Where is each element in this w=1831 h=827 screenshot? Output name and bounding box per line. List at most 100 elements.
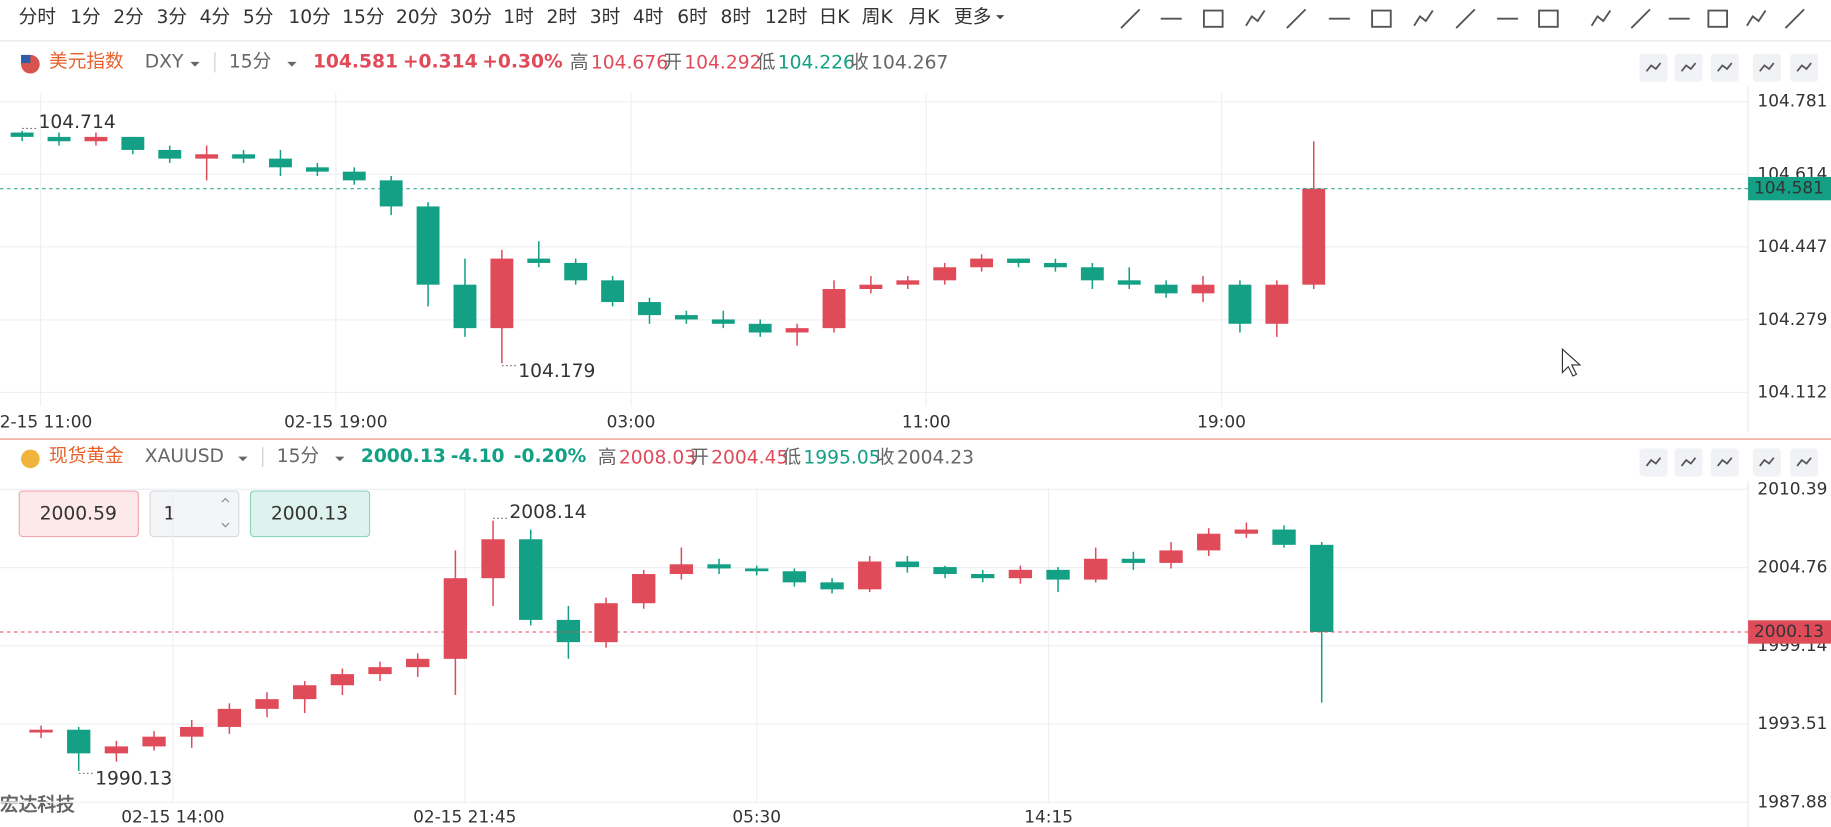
- tool-icon[interactable]: [1707, 9, 1729, 28]
- panel-button-icon[interactable]: [1680, 62, 1697, 72]
- tool-icon[interactable]: [1371, 9, 1392, 28]
- caret[interactable]: [287, 61, 297, 67]
- last-price-label: 2000.13: [1754, 621, 1824, 641]
- sell-button[interactable]: [18, 490, 139, 538]
- candle-body: [232, 154, 255, 159]
- caret[interactable]: [996, 15, 1005, 20]
- tool-icon[interactable]: [1245, 9, 1266, 27]
- candle-body: [1084, 558, 1108, 580]
- period-tab[interactable]: 12时: [765, 7, 807, 28]
- open: 104.292: [684, 53, 761, 74]
- x-tick-label: 19:00: [1197, 412, 1246, 432]
- period[interactable]: 15分: [277, 446, 319, 467]
- candle-body: [1080, 267, 1104, 281]
- tool-icon[interactable]: [1630, 8, 1651, 29]
- candle-body: [481, 539, 505, 579]
- close-label: 收: [876, 447, 895, 468]
- panel-button-icon[interactable]: [1680, 457, 1697, 467]
- period-tab[interactable]: 5分: [243, 7, 274, 28]
- ask-price[interactable]: 2000.13: [271, 503, 348, 524]
- candle-body: [527, 258, 551, 263]
- panel-button-icon[interactable]: [1759, 62, 1775, 72]
- period-tab[interactable]: 30分: [450, 7, 492, 28]
- caret[interactable]: [190, 61, 200, 67]
- instrument-name[interactable]: 现货黄金: [49, 446, 124, 467]
- period-tab[interactable]: 15分: [342, 7, 384, 28]
- candle-body: [342, 171, 366, 181]
- high: 2008.03: [619, 447, 696, 468]
- period-tab[interactable]: 分时: [19, 7, 56, 28]
- candle-body: [1197, 533, 1221, 551]
- candle-body: [564, 262, 588, 281]
- y-tick-label: 104.447: [1757, 236, 1827, 256]
- y-tick-label: 104.112: [1757, 381, 1827, 401]
- candle-body: [217, 708, 242, 727]
- tool-icon[interactable]: [1455, 8, 1476, 29]
- period[interactable]: 15分: [229, 51, 271, 72]
- period-tab[interactable]: 10分: [288, 7, 330, 28]
- panel-button-icon[interactable]: [1796, 457, 1812, 467]
- candle-body: [858, 561, 882, 590]
- period-tab[interactable]: 3时: [590, 7, 621, 28]
- caret[interactable]: [335, 456, 345, 462]
- candle-body: [601, 280, 625, 303]
- period-tab[interactable]: 4时: [633, 7, 664, 28]
- bid-price[interactable]: 2000.59: [40, 503, 117, 524]
- candle-body: [674, 315, 698, 320]
- candle-body: [1191, 284, 1215, 294]
- candle-body: [10, 132, 34, 137]
- period-tab[interactable]: 8时: [720, 7, 751, 28]
- candle-body: [67, 729, 91, 754]
- panel-button-icon[interactable]: [1717, 457, 1733, 467]
- candle-body: [1272, 529, 1296, 545]
- last-price: 2000.13: [361, 446, 446, 467]
- period-tab[interactable]: 1分: [70, 7, 101, 28]
- candle-body: [1228, 284, 1252, 324]
- period-tab[interactable]: 日K: [819, 7, 851, 28]
- tool-icon[interactable]: [1784, 8, 1805, 29]
- candle-body: [330, 674, 355, 686]
- more-menu[interactable]: 更多: [954, 7, 991, 28]
- panel-button-icon[interactable]: [1717, 62, 1733, 72]
- panel-button-icon[interactable]: [1796, 62, 1812, 72]
- last-price: 104.581: [313, 51, 398, 72]
- quantity-input[interactable]: [149, 490, 240, 538]
- panel-button-icon[interactable]: [1645, 62, 1662, 72]
- tool-icon[interactable]: [1120, 8, 1141, 29]
- candle-body: [195, 154, 219, 159]
- open-label: 开: [663, 53, 682, 74]
- symbol[interactable]: DXY: [145, 51, 184, 72]
- period-tab[interactable]: 周K: [862, 7, 894, 28]
- candle-body: [1046, 569, 1070, 580]
- tool-icon[interactable]: [1202, 9, 1224, 28]
- period-tab[interactable]: 2时: [546, 7, 577, 28]
- candle-body: [711, 319, 735, 324]
- spinner[interactable]: [221, 497, 230, 528]
- caret[interactable]: [238, 456, 248, 462]
- period-tab[interactable]: 6时: [677, 7, 708, 28]
- watermark: 宏达科技: [0, 794, 75, 816]
- quantity[interactable]: 1: [163, 503, 175, 524]
- period-tab[interactable]: 月K: [908, 7, 940, 28]
- y-tick-label: 104.781: [1757, 91, 1827, 111]
- buy-button[interactable]: [249, 490, 371, 538]
- period-tab[interactable]: 20分: [396, 7, 438, 28]
- instrument-name[interactable]: 美元指数: [49, 51, 124, 72]
- symbol[interactable]: XAUUSD: [145, 446, 224, 467]
- panel-button-icon[interactable]: [1645, 457, 1662, 467]
- candle-body: [1265, 284, 1289, 324]
- candle-body: [368, 667, 392, 675]
- tool-icon[interactable]: [1538, 9, 1559, 28]
- candle-body: [556, 619, 581, 643]
- period-tab[interactable]: 4分: [200, 7, 231, 28]
- y-tick-label: 2004.76: [1757, 557, 1827, 577]
- period-tab[interactable]: 1时: [503, 7, 534, 28]
- tool-icon[interactable]: [1286, 8, 1307, 29]
- period-tab[interactable]: 2分: [113, 7, 144, 28]
- candle-body: [416, 206, 440, 285]
- period-tab[interactable]: 3分: [156, 7, 187, 28]
- panel-button-icon[interactable]: [1759, 457, 1775, 467]
- tool-icon[interactable]: [1413, 9, 1434, 27]
- tool-icon[interactable]: [1590, 9, 1612, 27]
- tool-icon[interactable]: [1746, 9, 1767, 27]
